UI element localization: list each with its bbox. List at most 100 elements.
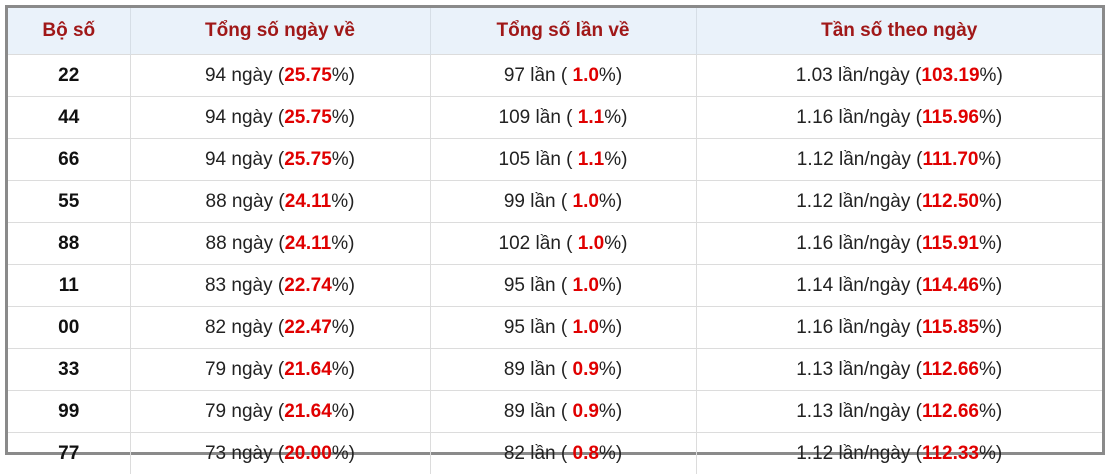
header-cell: Tần số theo ngày [696, 8, 1102, 55]
cell-text: %) [599, 443, 622, 464]
stat-cell: 95 lần ( 1.0%) [430, 265, 696, 307]
cell-text: 1.14 lần/ngày ( [796, 275, 922, 296]
cell-text: %) [332, 65, 355, 86]
percent-value: 22.47 [284, 317, 332, 338]
cell-text: %) [979, 443, 1002, 464]
percent-value: 25.75 [284, 149, 332, 170]
cell-text: %) [331, 191, 354, 212]
percent-value: 1.1 [578, 107, 604, 128]
cell-text: %) [332, 443, 355, 464]
percent-value: 112.66 [922, 359, 979, 380]
stat-cell: 82 ngày (22.47%) [130, 307, 430, 349]
stat-cell: 94 ngày (25.75%) [130, 55, 430, 97]
cell-text: %) [331, 233, 354, 254]
percent-value: 115.85 [922, 317, 979, 338]
stat-cell: 1.16 lần/ngày (115.91%) [696, 223, 1102, 265]
number-cell: 88 [8, 223, 130, 265]
number-cell: 44 [8, 97, 130, 139]
stat-cell: 1.13 lần/ngày (112.66%) [696, 349, 1102, 391]
cell-text: 73 ngày ( [205, 443, 284, 464]
cell-text: 99 lần ( [504, 191, 573, 212]
cell-text: %) [979, 275, 1002, 296]
cell-text: %) [604, 149, 627, 170]
cell-text: %) [599, 191, 622, 212]
stat-cell: 99 lần ( 1.0%) [430, 181, 696, 223]
cell-text: 1.16 lần/ngày ( [796, 107, 922, 128]
header-cell: Bộ số [8, 8, 130, 55]
stat-cell: 109 lần ( 1.1%) [430, 97, 696, 139]
number-cell: 77 [8, 433, 130, 474]
cell-text: %) [604, 107, 627, 128]
stat-cell: 88 ngày (24.11%) [130, 223, 430, 265]
percent-value: 112.66 [922, 401, 979, 422]
cell-text: 105 lần ( [499, 149, 578, 170]
stat-cell: 1.16 lần/ngày (115.96%) [696, 97, 1102, 139]
cell-text: %) [332, 107, 355, 128]
cell-text: %) [979, 149, 1002, 170]
cell-text: %) [979, 317, 1002, 338]
percent-value: 0.9 [573, 359, 599, 380]
cell-text: %) [332, 149, 355, 170]
cell-text: 109 lần ( [499, 107, 578, 128]
cell-text: %) [604, 233, 627, 254]
cell-text: 89 lần ( [504, 401, 573, 422]
cell-text: 94 ngày ( [205, 65, 284, 86]
percent-value: 24.11 [285, 233, 332, 254]
cell-text: 94 ngày ( [205, 149, 284, 170]
percent-value: 111.70 [922, 149, 978, 170]
cell-text: 1.16 lần/ngày ( [796, 317, 922, 338]
header-cell: Tổng số ngày về [130, 8, 430, 55]
cell-text: %) [599, 359, 622, 380]
stat-cell: 1.14 lần/ngày (114.46%) [696, 265, 1102, 307]
percent-value: 20.00 [284, 443, 332, 464]
cell-text: 95 lần ( [504, 317, 573, 338]
percent-value: 1.0 [573, 65, 599, 86]
percent-value: 112.33 [922, 443, 979, 464]
cell-text: 79 ngày ( [205, 359, 284, 380]
cell-text: %) [979, 107, 1002, 128]
cell-text: %) [599, 401, 622, 422]
cell-text: 89 lần ( [504, 359, 573, 380]
header-cell: Tổng số lần về [430, 8, 696, 55]
stat-cell: 102 lần ( 1.0%) [430, 223, 696, 265]
percent-value: 1.0 [578, 233, 604, 254]
cell-text: %) [332, 317, 355, 338]
cell-text: 1.12 lần/ngày ( [796, 191, 922, 212]
cell-text: %) [979, 401, 1002, 422]
number-cell: 33 [8, 349, 130, 391]
cell-text: 88 ngày ( [206, 191, 285, 212]
number-cell: 11 [8, 265, 130, 307]
stat-cell: 1.13 lần/ngày (112.66%) [696, 391, 1102, 433]
stat-cell: 95 lần ( 1.0%) [430, 307, 696, 349]
number-cell: 00 [8, 307, 130, 349]
stat-cell: 1.16 lần/ngày (115.85%) [696, 307, 1102, 349]
cell-text: %) [332, 275, 355, 296]
stat-cell: 1.03 lần/ngày (103.19%) [696, 55, 1102, 97]
cell-text: 94 ngày ( [205, 107, 284, 128]
stat-cell: 82 lần ( 0.8%) [430, 433, 696, 474]
cell-text: %) [599, 275, 622, 296]
cell-text: 82 lần ( [504, 443, 573, 464]
percent-value: 115.96 [922, 107, 979, 128]
cell-text: 95 lần ( [504, 275, 573, 296]
percent-value: 1.0 [573, 275, 599, 296]
cell-text: 1.03 lần/ngày ( [796, 65, 922, 86]
percent-value: 1.0 [573, 317, 599, 338]
percent-value: 25.75 [284, 65, 332, 86]
cell-text: 1.12 lần/ngày ( [797, 149, 923, 170]
cell-text: %) [599, 317, 622, 338]
number-cell: 99 [8, 391, 130, 433]
cell-text: %) [599, 65, 622, 86]
stat-cell: 1.12 lần/ngày (112.50%) [696, 181, 1102, 223]
stat-cell: 79 ngày (21.64%) [130, 349, 430, 391]
percent-value: 25.75 [284, 107, 332, 128]
percent-value: 114.46 [922, 275, 979, 296]
